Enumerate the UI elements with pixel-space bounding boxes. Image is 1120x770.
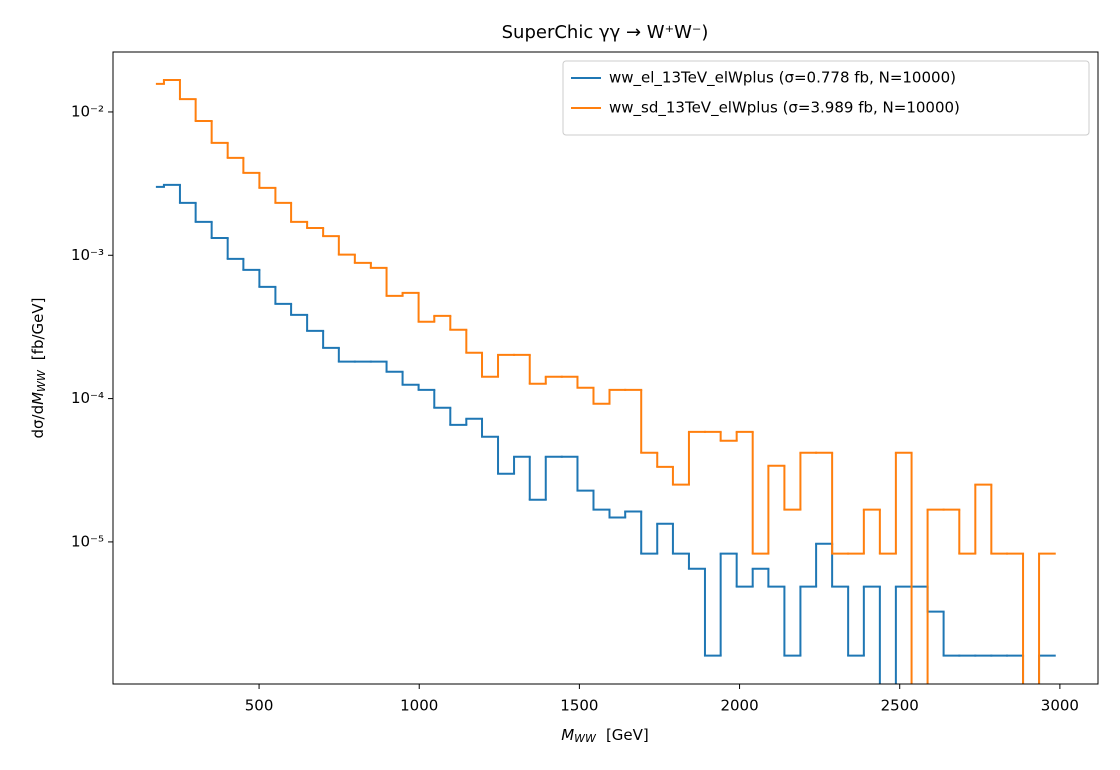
x-label-subscript: WW — [574, 732, 597, 745]
x-label-unit: [GeV] — [606, 726, 649, 744]
axes-frame — [112, 51, 1099, 685]
legend-label: ww_sd_13TeV_elWplus (σ=3.989 fb, N=10000… — [609, 99, 960, 118]
y-tick-label: 10⁻⁴ — [71, 389, 104, 407]
plot-area — [155, 79, 1056, 684]
x-tick-label: 500 — [245, 697, 274, 715]
y-label-symbol: M — [29, 392, 47, 405]
x-tick-label: 2500 — [881, 697, 919, 715]
x-label-symbol: M — [561, 726, 574, 744]
x-tick-label: 3000 — [1041, 697, 1079, 715]
chart-title: SuperChic γγ → W⁺W⁻) — [502, 22, 709, 43]
y-label-prefix: dσ/d — [29, 405, 47, 439]
y-tick-label: 10⁻⁵ — [71, 532, 104, 550]
x-axis-label: MWW [GeV] — [561, 726, 649, 746]
x-tick-label: 1500 — [560, 697, 598, 715]
y-label-subscript: WW — [35, 369, 48, 392]
legend-label: ww_el_13TeV_elWplus (σ=0.778 fb, N=10000… — [609, 69, 956, 88]
y-label-unit: [fb/GeV] — [29, 297, 47, 360]
y-axis-label: dσ/dMWW [fb/GeV] — [29, 297, 49, 438]
x-tick-label: 1000 — [400, 697, 438, 715]
y-tick-label: 10⁻³ — [71, 246, 104, 264]
legend: ww_el_13TeV_elWplus (σ=0.778 fb, N=10000… — [562, 60, 1090, 136]
legend-box — [562, 60, 1090, 136]
y-tick-label: 10⁻² — [71, 102, 104, 120]
x-tick-label: 2000 — [720, 697, 758, 715]
